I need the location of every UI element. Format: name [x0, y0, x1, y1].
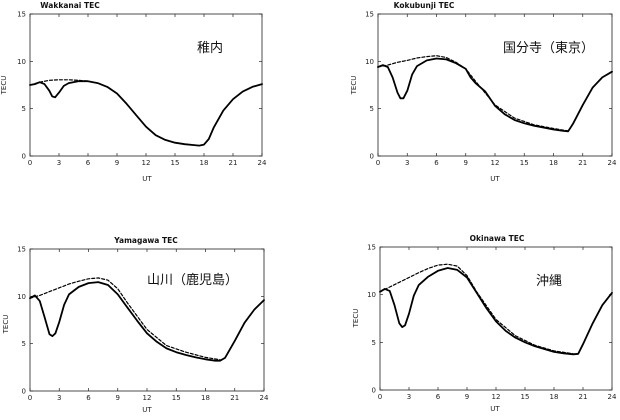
plot-frame	[29, 248, 265, 392]
x-tick-label: 18	[550, 393, 559, 401]
station-label: 山川（鹿児島）	[147, 272, 238, 288]
y-tick-label: 0	[22, 153, 26, 161]
x-axis-label: UT	[490, 405, 500, 413]
plot-area: 0 3 6 9 12 15 18 21 24 0 5 10 15	[17, 11, 267, 168]
x-tick-label: 6	[86, 159, 91, 167]
y-tick-label: 5	[22, 105, 26, 113]
panel-wakkanai: Wakkanai TEC TECU UT 稚内 0 3 6 9 12 15 18 21 24 0 5…	[0, 1, 267, 183]
x-tick-label: 3	[57, 394, 61, 402]
x-tick-label: 24	[608, 159, 617, 167]
chart-title: Okinawa TEC	[470, 234, 525, 243]
x-tick-label: 12	[491, 159, 500, 167]
x-tick-label: 21	[579, 393, 588, 401]
x-tick-label: 21	[229, 159, 238, 167]
y-axis-label: TECU	[0, 76, 8, 96]
observed-tec-line	[379, 267, 613, 356]
x-axis-label: UT	[490, 175, 500, 183]
x-tick-label: 12	[492, 393, 501, 401]
x-tick-label: 3	[407, 393, 411, 401]
y-axis-label: TECU	[352, 309, 360, 329]
chart-title: Kokubunji TEC	[394, 1, 455, 10]
x-tick-label: 9	[464, 159, 468, 167]
y-axis-label: TECU	[2, 315, 10, 335]
x-tick-label: 9	[465, 393, 469, 401]
x-tick-label: 21	[230, 394, 239, 402]
y-tick-label: 15	[17, 246, 26, 254]
x-tick-label: 3	[405, 159, 409, 167]
x-tick-label: 24	[260, 394, 269, 402]
observed-tec-line	[29, 281, 265, 362]
station-label: 稚内	[197, 40, 223, 56]
reference-tec-line	[379, 263, 574, 355]
y-tick-label: 0	[372, 387, 376, 395]
station-label: 国分寺（東京）	[503, 40, 594, 56]
x-tick-label: 12	[142, 159, 151, 167]
panel-okinawa: Okinawa TEC TECU UT 沖縄 0 3 6 9 12 15 18 21 24 0 5 1…	[352, 234, 617, 413]
y-tick-label: 15	[365, 11, 374, 19]
x-tick-label: 9	[115, 159, 119, 167]
x-tick-label: 15	[520, 159, 529, 167]
x-tick-label: 0	[376, 159, 380, 167]
x-tick-label: 15	[172, 394, 181, 402]
y-tick-label: 0	[22, 388, 26, 396]
observed-tec-line	[377, 57, 613, 133]
x-tick-label: 0	[28, 394, 32, 402]
y-tick-label: 10	[367, 291, 376, 299]
x-tick-label: 3	[57, 159, 61, 167]
x-tick-label: 24	[258, 159, 267, 167]
plot-area: 0 3 6 9 12 15 18 21 24 0 5 10 15	[17, 246, 269, 403]
x-axis-label: UT	[142, 406, 152, 414]
y-tick-label: 5	[22, 340, 26, 348]
y-axis-label: TECU	[350, 76, 358, 96]
chart-title: Yamagawa TEC	[113, 236, 178, 245]
x-tick-label: 12	[143, 394, 152, 402]
x-tick-label: 6	[434, 159, 439, 167]
y-tick-label: 5	[370, 105, 374, 113]
station-label: 沖縄	[536, 274, 562, 289]
x-tick-label: 0	[28, 159, 32, 167]
x-tick-label: 18	[201, 394, 210, 402]
reference-tec-line	[29, 79, 89, 86]
plot-frame	[379, 246, 613, 391]
y-tick-label: 10	[17, 58, 26, 66]
x-tick-label: 18	[549, 159, 558, 167]
y-tick-label: 10	[17, 293, 26, 301]
plot-frame	[377, 13, 613, 157]
x-tick-label: 18	[200, 159, 209, 167]
panel-yamagawa: Yamagawa TEC TECU UT 山川（鹿児島） 0 3 6 9 12 15 18 2…	[2, 236, 269, 414]
x-tick-label: 24	[608, 393, 617, 401]
y-tick-label: 5	[372, 339, 376, 347]
x-tick-label: 0	[378, 393, 382, 401]
x-tick-label: 15	[521, 393, 530, 401]
x-tick-label: 9	[116, 394, 120, 402]
plot-area: 0 3 6 9 12 15 18 21 24 0 5 10 15	[367, 244, 617, 402]
x-tick-label: 6	[436, 393, 441, 401]
reference-tec-line	[29, 277, 221, 361]
panel-kokubunji: Kokubunji TEC TECU UT 国分寺（東京） 0 3 6 9 12 15 18…	[350, 1, 617, 183]
y-tick-label: 0	[370, 153, 374, 161]
reference-tec-line	[377, 55, 569, 132]
plot-area: 0 3 6 9 12 15 18 21 24 0 5 10 15	[365, 11, 617, 168]
x-axis-label: UT	[142, 175, 152, 183]
x-tick-label: 6	[86, 394, 91, 402]
x-tick-label: 15	[171, 159, 180, 167]
y-tick-label: 15	[17, 11, 26, 19]
observed-tec-line	[29, 80, 263, 147]
y-tick-label: 10	[365, 58, 374, 66]
x-tick-label: 21	[578, 159, 587, 167]
chart-title: Wakkanai TEC	[40, 1, 100, 10]
y-tick-label: 15	[367, 244, 376, 252]
